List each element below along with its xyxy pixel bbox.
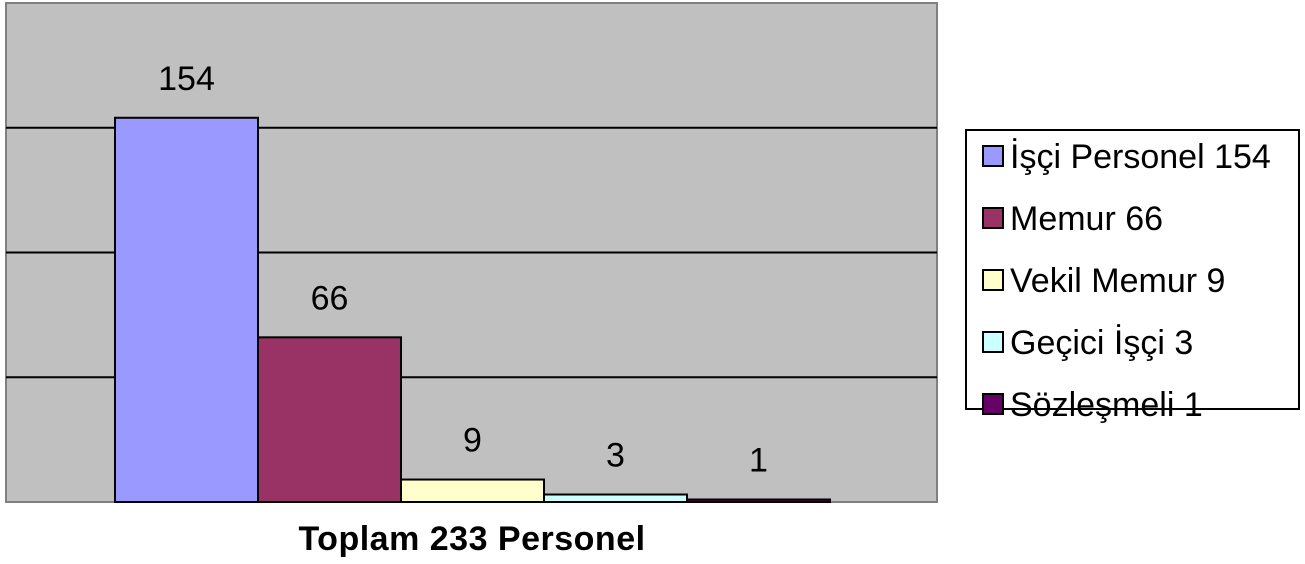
legend-label-2: Vekil Memur 9 [1010, 262, 1225, 300]
bar-1 [257, 336, 402, 503]
legend-label-4: Sözleşmeli 1 [1010, 386, 1203, 424]
legend-label-0: İşçi Personel 154 [1010, 138, 1271, 176]
bar-0 [114, 116, 259, 504]
bars [114, 116, 831, 504]
bar-3 [543, 493, 688, 504]
bar-value-label-3: 3 [606, 437, 625, 475]
legend-swatch-3 [982, 331, 1004, 353]
legend-box [965, 129, 1300, 410]
bar-value-label-0: 154 [158, 60, 215, 98]
bar-4 [686, 498, 831, 504]
legend-label-3: Geçici İşçi 3 [1010, 324, 1193, 362]
bar-value-label-2: 9 [463, 422, 482, 460]
bar-value-label-1: 66 [311, 279, 349, 317]
legend-label-1: Memur 66 [1010, 200, 1163, 238]
legend-swatch-0 [982, 145, 1004, 167]
bar-value-label-4: 1 [749, 442, 768, 480]
x-axis-label: Toplam 233 Personel [298, 520, 645, 558]
legend-swatch-1 [982, 207, 1004, 229]
legend-swatch-2 [982, 269, 1004, 291]
bar-2 [400, 478, 545, 504]
legend-swatch-4 [982, 393, 1004, 415]
bar-labels: 154 66 9 3 1 [158, 60, 768, 480]
legend: İşçi Personel 154 Memur 66 Vekil Memur 9 Ge… [965, 129, 1300, 424]
